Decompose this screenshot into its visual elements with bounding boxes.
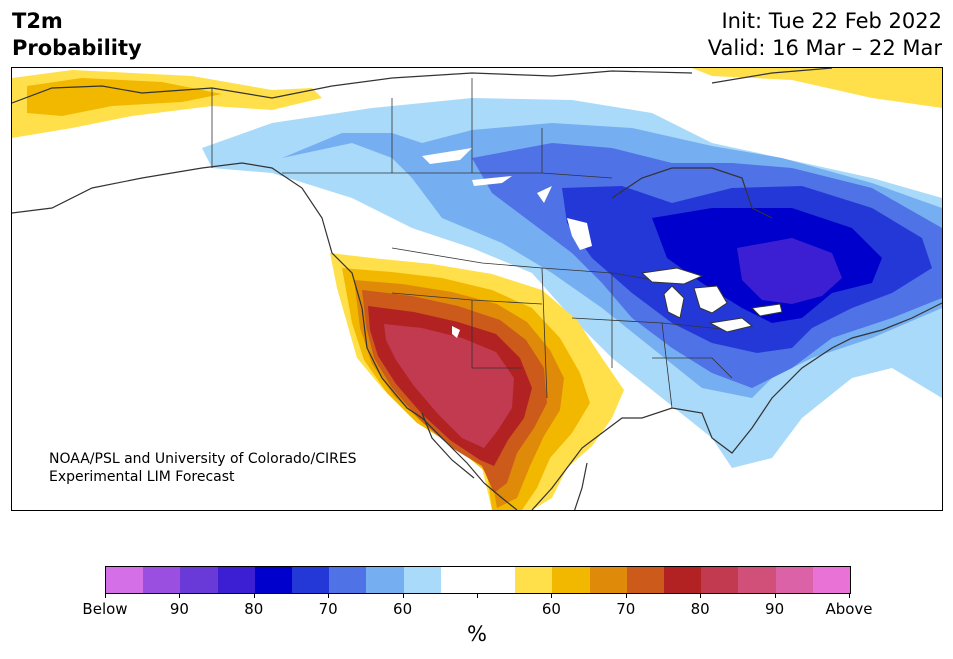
- colorbar-segment: [217, 567, 255, 593]
- colorbar-tick-label: 70: [616, 600, 636, 618]
- colorbar-segment: [664, 567, 702, 593]
- colorbar-tick: [328, 593, 330, 598]
- colorbar-segment: [515, 567, 553, 593]
- title-line-1: T2m: [12, 9, 63, 33]
- lakes-north: [422, 148, 592, 338]
- colorbar-tick: [700, 593, 702, 598]
- map-title: T2m Probability: [12, 8, 142, 62]
- credit-line-2: Experimental LIM Forecast: [49, 469, 235, 485]
- colorbar-segment: [775, 567, 813, 593]
- colorbar-tick: [477, 593, 478, 598]
- colorbar-unit: %: [467, 622, 487, 646]
- colorbar-tick-label: Above: [825, 600, 873, 618]
- forecast-dates: Init: Tue 22 Feb 2022 Valid: 16 Mar – 22…: [708, 8, 942, 62]
- probability-map: [12, 68, 942, 510]
- colorbar-segment: [180, 567, 218, 593]
- colorbar-tick-label: 60: [393, 600, 413, 618]
- map-panel: [11, 67, 943, 511]
- colorbar-tick-label: 90: [169, 600, 189, 618]
- title-line-2: Probability: [12, 36, 142, 60]
- credit-line-1: NOAA/PSL and University of Colorado/CIRE…: [49, 451, 357, 467]
- probability-colorbar: [105, 566, 851, 594]
- northeast-above-pale: [692, 68, 942, 108]
- colorbar-segment: [738, 567, 776, 593]
- colorbar-segment: [254, 567, 293, 593]
- above-max: [384, 324, 514, 448]
- colorbar-tick-label: Below: [82, 600, 128, 618]
- colorbar-tick: [625, 593, 627, 598]
- colorbar-tick-label: 60: [541, 600, 561, 618]
- coastlines: [12, 68, 942, 510]
- colorbar-tick: [774, 593, 776, 598]
- colorbar-tick: [402, 593, 404, 598]
- colorbar-segment: [812, 567, 851, 593]
- colorbar-segment: [440, 567, 479, 593]
- colorbar-segment: [552, 567, 590, 593]
- colorbar-tick: [849, 593, 850, 598]
- colorbar-tick-label: 80: [690, 600, 710, 618]
- colorbar-segment: [403, 567, 441, 593]
- colorbar-tick: [551, 593, 553, 598]
- credit-text: NOAA/PSL and University of Colorado/CIRE…: [49, 450, 357, 486]
- colorbar-tick-label: 80: [244, 600, 264, 618]
- colorbar-segment: [106, 567, 144, 593]
- colorbar-segment: [626, 567, 665, 593]
- colorbar-tick: [105, 593, 106, 598]
- state-borders: [211, 78, 733, 409]
- great-lakes: [640, 267, 783, 333]
- colorbar-segment: [589, 567, 627, 593]
- colorbar-tick-label: 90: [765, 600, 785, 618]
- colorbar-segment: [701, 567, 739, 593]
- colorbar-tick: [179, 593, 181, 598]
- valid-range: Valid: 16 Mar – 22 Mar: [707, 36, 942, 60]
- colorbar-segment: [292, 567, 330, 593]
- colorbar-segment: [143, 567, 181, 593]
- init-date: Init: Tue 22 Feb 2022: [721, 9, 942, 33]
- colorbar-segment: [366, 567, 404, 593]
- colorbar-segment: [478, 567, 516, 593]
- colorbar-segment: [329, 567, 367, 593]
- below-deep: [737, 238, 842, 304]
- colorbar-tick-label: 70: [318, 600, 338, 618]
- colorbar-tick: [253, 593, 255, 598]
